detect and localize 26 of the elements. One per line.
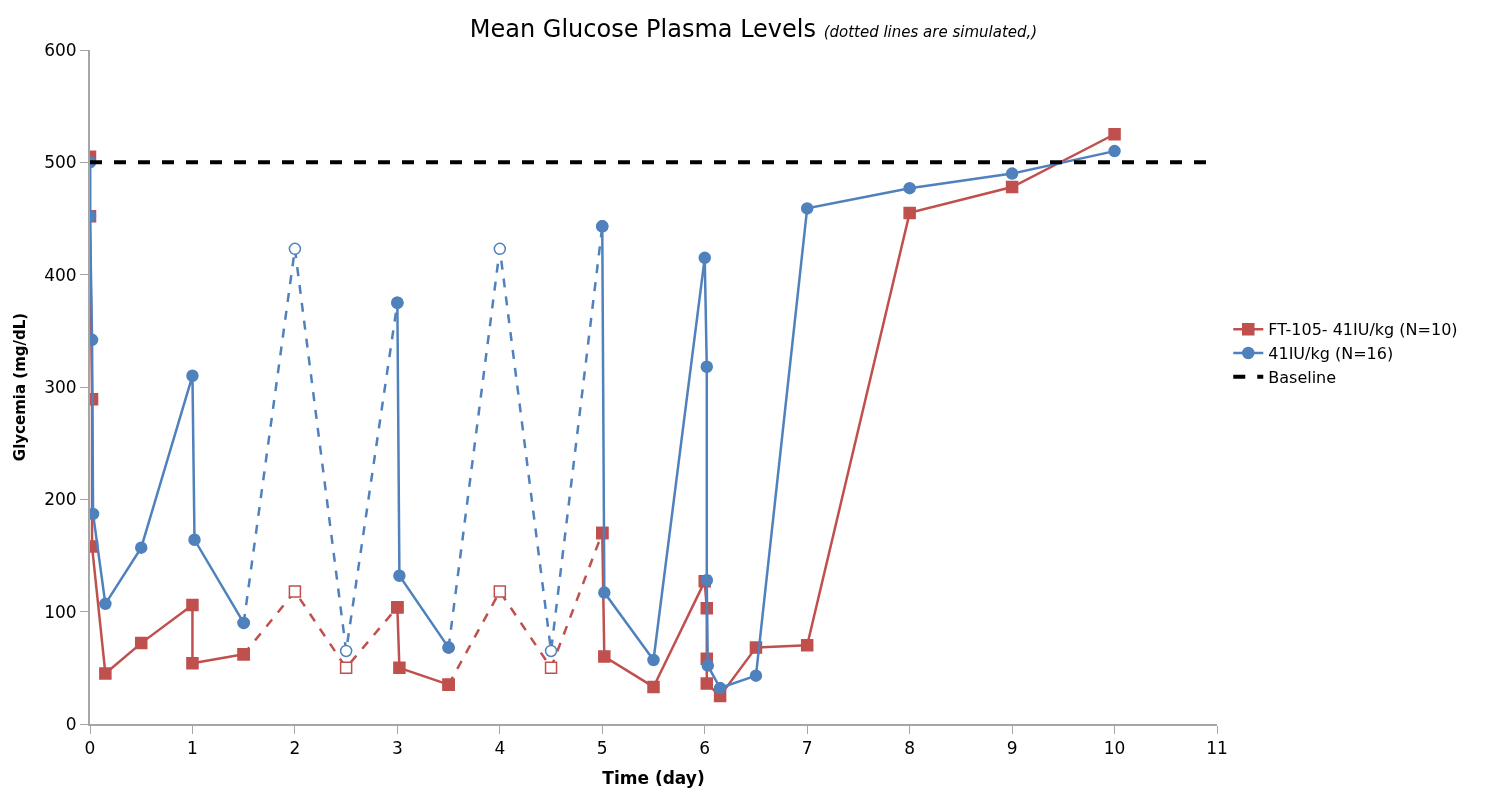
x-tick-label: 1 <box>187 738 198 759</box>
legend-label: 41IU/kg (N=16) <box>1268 344 1394 364</box>
x-tick-label: 11 <box>1206 738 1228 759</box>
x-tick-label: 5 <box>596 738 608 759</box>
legend-label: FT-105- 41IU/kg (N=10) <box>1268 320 1458 340</box>
x-tick-label: 7 <box>801 738 813 759</box>
x-axis-title: Time (day) <box>602 768 705 789</box>
chart-title: Mean Glucose Plasma Levels <box>469 14 817 43</box>
x-tick-label: 6 <box>699 738 711 759</box>
y-tick-label: 0 <box>65 713 77 734</box>
y-tick-label: 100 <box>44 601 77 622</box>
x-tick-label: 10 <box>1103 738 1126 759</box>
x-tick-label: 3 <box>391 738 403 759</box>
x-tick-label: 8 <box>904 738 916 759</box>
y-tick-label: 200 <box>44 489 77 510</box>
y-tick-label: 600 <box>44 39 77 60</box>
y-tick-label: 500 <box>44 152 77 173</box>
y-tick-label: 300 <box>44 376 77 397</box>
x-tick-label: 2 <box>289 738 301 759</box>
chart-subtitle: (dotted lines are simulated,) <box>823 22 1038 41</box>
x-tick-label: 9 <box>1006 738 1018 759</box>
y-tick-label: 400 <box>44 264 77 285</box>
x-tick-label: 0 <box>84 738 96 759</box>
x-tick-label: 4 <box>494 738 506 759</box>
y-axis-title: Glycemia (mg/dL) <box>10 312 29 462</box>
legend-label: Baseline <box>1268 368 1337 388</box>
